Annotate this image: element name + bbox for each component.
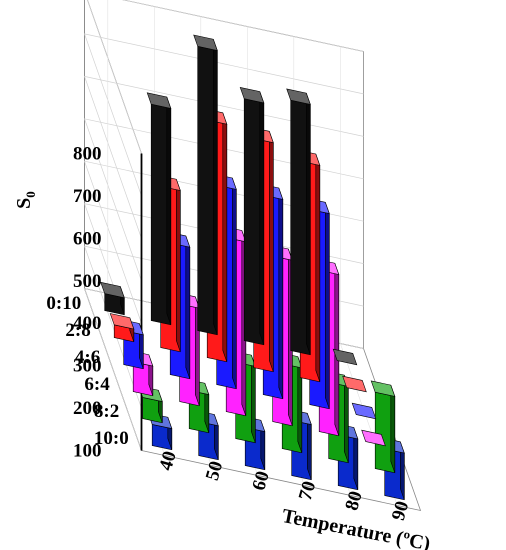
z-axis-label: S0 <box>13 191 38 209</box>
bar <box>109 313 135 343</box>
y-tick-label: 4:6 <box>75 347 100 368</box>
z-tick-label: 400 <box>73 313 102 334</box>
z-tick-label: 200 <box>73 398 102 419</box>
chart-bars <box>100 34 405 501</box>
y-tick-label: 6:4 <box>84 374 110 395</box>
bar <box>370 380 396 474</box>
z-tick-label: 600 <box>73 228 102 249</box>
bar <box>193 34 218 336</box>
z-tick-label: 100 <box>73 441 102 462</box>
bar <box>332 348 358 366</box>
z-tick-label: 300 <box>73 356 102 377</box>
z-gridline <box>83 75 364 239</box>
chart-ticks: 100 200 300 400 500 600 700 800 0:10 2:8 4:6 6:4 8:2… <box>46 144 413 523</box>
bar <box>239 86 265 346</box>
x-tick-label: 70 <box>295 479 320 503</box>
z-gridline <box>87 0 364 154</box>
bar <box>351 402 377 420</box>
z-tick-label: 800 <box>73 144 102 165</box>
y-tick-label: 0:10 <box>46 293 81 314</box>
bar <box>146 92 172 326</box>
y-tick-label: 10:0 <box>94 428 129 449</box>
x-tick-label: 90 <box>388 499 413 523</box>
z-axis-label-sub: 0 <box>23 191 38 198</box>
y-tick-label: 8:2 <box>94 401 119 422</box>
y-tick-label: 2:8 <box>65 320 90 341</box>
x-tick-label: 40 <box>155 449 180 473</box>
z-tick-label: 500 <box>73 271 102 292</box>
x-tick-label: 50 <box>202 459 227 483</box>
bar <box>286 88 311 356</box>
bar <box>100 281 125 316</box>
bar <box>342 375 367 393</box>
x-tick-label: 80 <box>341 489 366 513</box>
z-gridline <box>83 33 364 197</box>
bar <box>361 429 386 447</box>
x-tick-label: 60 <box>248 469 273 493</box>
z-tick-label: 700 <box>73 186 102 207</box>
